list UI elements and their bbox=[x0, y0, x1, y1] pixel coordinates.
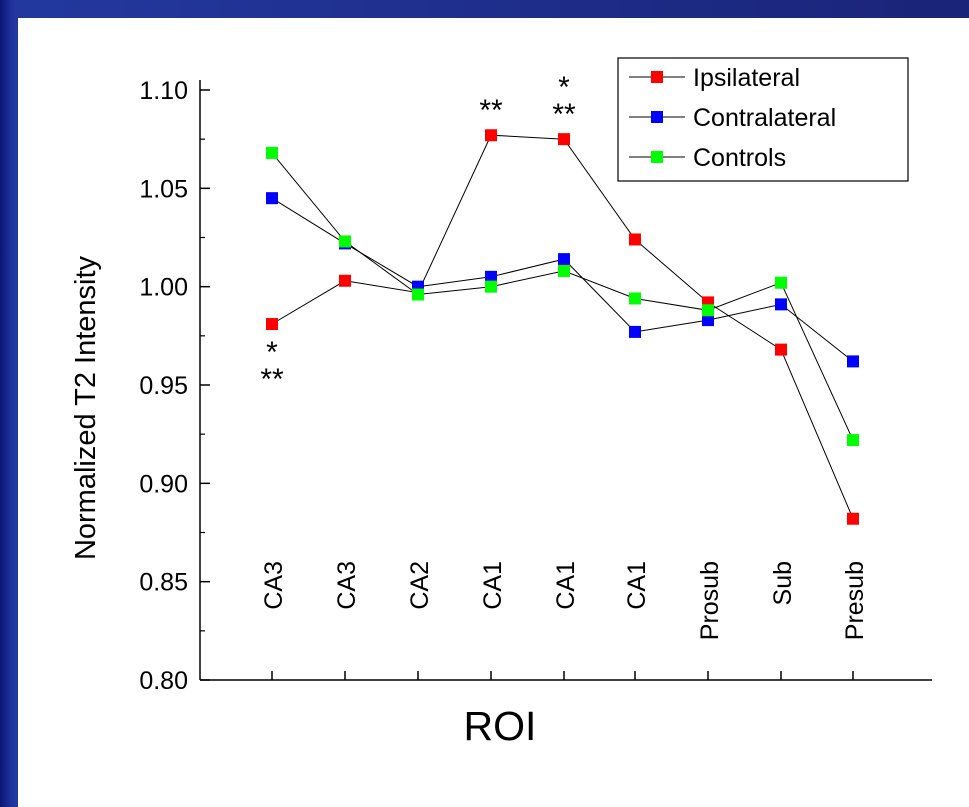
data-point bbox=[485, 270, 497, 283]
data-point bbox=[629, 233, 641, 246]
data-point bbox=[702, 304, 714, 317]
significance-marker: * bbox=[558, 71, 570, 104]
category-label: CA2 bbox=[406, 561, 434, 610]
series-line bbox=[271, 197, 854, 362]
legend-label: Controls bbox=[693, 144, 786, 172]
series-line bbox=[271, 134, 854, 519]
category-label: CA3 bbox=[260, 561, 288, 610]
legend-label: Ipsilateral bbox=[693, 64, 800, 92]
significance-annotations: ***** *** bbox=[260, 71, 576, 396]
data-points bbox=[266, 129, 859, 525]
y-tick-label: 0.80 bbox=[139, 667, 188, 695]
category-label: CA1 bbox=[479, 561, 507, 610]
series-lines bbox=[271, 134, 854, 519]
category-label: Prosub bbox=[696, 561, 724, 640]
data-point bbox=[775, 343, 787, 356]
significance-marker: ** bbox=[260, 363, 284, 396]
series-line bbox=[271, 152, 854, 441]
line-chart: 0.800.850.900.951.001.051.10 CA3 CA3 CA2 CA… bbox=[70, 57, 932, 749]
data-point bbox=[339, 274, 351, 287]
data-point bbox=[339, 235, 351, 248]
legend-swatch bbox=[651, 111, 663, 123]
legend-box bbox=[617, 57, 909, 182]
y-tick-label: 0.85 bbox=[139, 569, 188, 597]
data-point bbox=[558, 133, 570, 146]
data-point bbox=[775, 298, 787, 311]
category-label: Sub bbox=[769, 561, 797, 605]
y-tick-label: 1.05 bbox=[139, 175, 188, 203]
y-tick-label: 1.10 bbox=[139, 77, 188, 105]
slide-panel: 0.80 0.85 0.90 0.95 1.00 1.05 1.10 CA3 CA3 CA2 CA… bbox=[18, 18, 969, 807]
y-tick-label: 0.90 bbox=[139, 470, 188, 498]
data-point bbox=[266, 318, 278, 331]
data-point bbox=[775, 276, 787, 289]
data-point bbox=[847, 355, 859, 368]
x-axis-label: ROI bbox=[464, 703, 537, 749]
category-label: CA1 bbox=[552, 561, 580, 610]
category-label: CA3 bbox=[333, 561, 361, 610]
data-point bbox=[558, 264, 570, 277]
data-point bbox=[266, 192, 278, 205]
significance-marker: ** bbox=[552, 98, 576, 131]
data-point bbox=[847, 512, 859, 525]
data-point bbox=[629, 292, 641, 305]
legend-label: Contralateral bbox=[693, 104, 836, 132]
category-labels: CA3 CA3 CA2 CA1 CA1 CA1 Prosub Sub Presub bbox=[260, 561, 869, 640]
category-label: CA1 bbox=[623, 561, 651, 610]
data-point bbox=[485, 129, 497, 142]
y-axis-label: Normalized T2 Intensity bbox=[70, 255, 102, 560]
data-point bbox=[266, 146, 278, 159]
data-point bbox=[702, 314, 714, 327]
y-tick-label: 0.95 bbox=[139, 372, 188, 400]
data-point bbox=[629, 325, 641, 338]
data-point bbox=[558, 253, 570, 266]
significance-marker: * bbox=[266, 336, 278, 369]
legend-swatch bbox=[651, 151, 663, 163]
significance-marker: ** bbox=[479, 94, 503, 127]
data-point bbox=[412, 288, 424, 301]
data-point bbox=[485, 280, 497, 293]
legend-swatch bbox=[651, 71, 663, 83]
legend: Ipsilateral Contralateral Controls bbox=[617, 57, 909, 182]
axes: 0.80 0.85 0.90 0.95 1.00 1.05 1.10 bbox=[139, 77, 932, 695]
data-point bbox=[847, 434, 859, 447]
category-label: Presub bbox=[841, 561, 869, 640]
y-tick-label: 1.00 bbox=[139, 274, 188, 302]
